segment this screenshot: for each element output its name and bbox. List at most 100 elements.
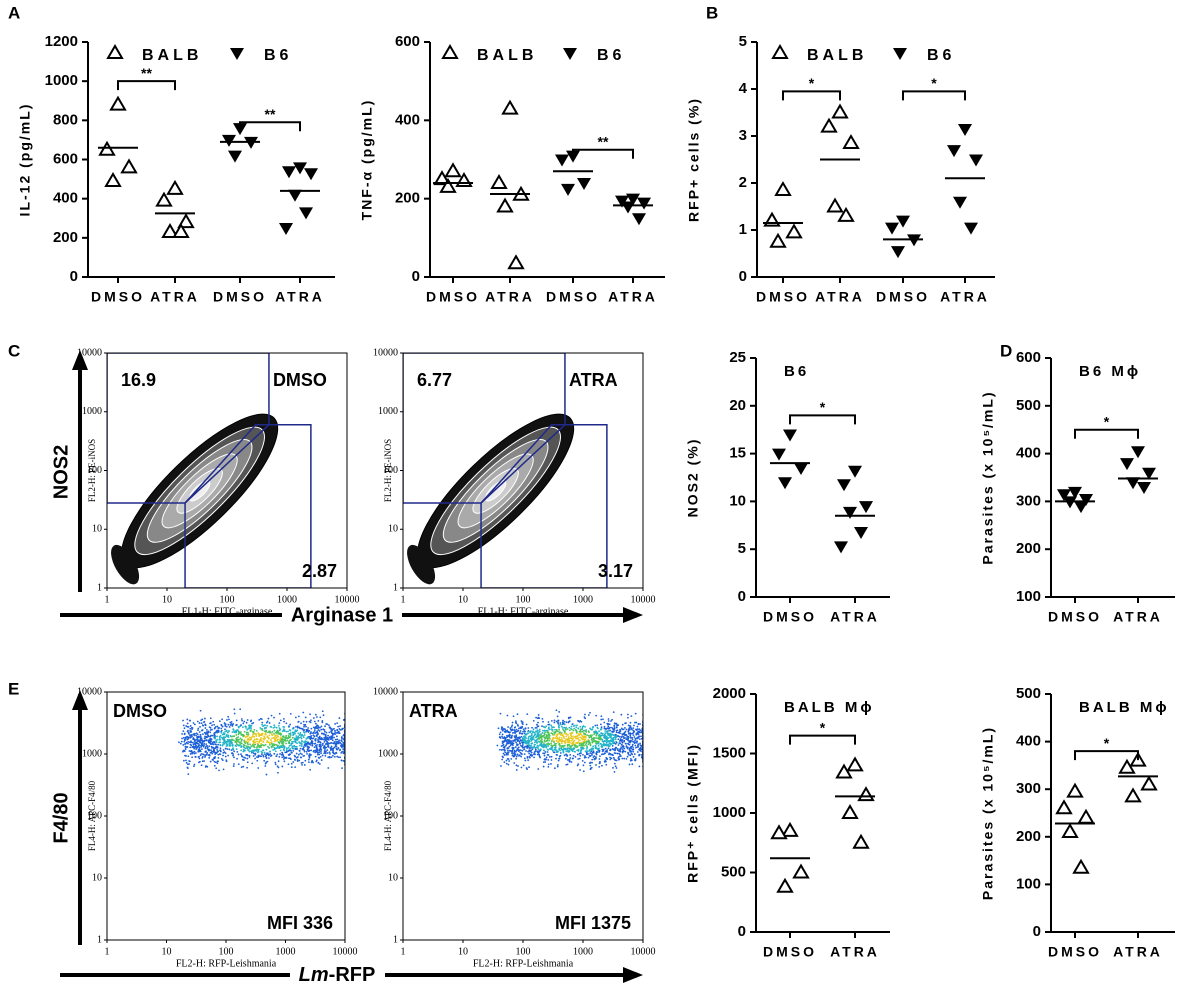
event-dot: [518, 727, 520, 730]
x-tick-label: DMSO: [756, 289, 810, 305]
event-dot: [591, 728, 594, 731]
event-dot: [207, 739, 210, 742]
event-dot: [184, 736, 187, 739]
event-dot: [637, 730, 640, 733]
event-dot: [244, 757, 247, 759]
event-dot: [209, 743, 212, 746]
event-dot: [578, 752, 581, 755]
event-dot: [187, 742, 189, 745]
event-dot: [594, 744, 597, 747]
event-dot: [572, 757, 575, 760]
event-dot: [215, 767, 218, 770]
event-dot: [240, 766, 243, 769]
event-dot: [557, 730, 559, 733]
event-dot: [320, 759, 323, 761]
event-dot: [258, 744, 261, 747]
event-dot: [509, 742, 512, 744]
event-dot: [292, 761, 295, 763]
event-dot: [274, 763, 277, 766]
event-dot: [520, 766, 523, 769]
y-axis-label: RFP⁺ cells (MFI): [685, 743, 701, 883]
event-dot: [271, 745, 274, 748]
event-dot: [629, 734, 632, 737]
event-dot: [536, 729, 539, 732]
event-dot: [325, 746, 328, 749]
event-dot: [266, 760, 269, 763]
event-dot: [550, 744, 553, 747]
significance-label: **: [141, 65, 152, 81]
event-dot: [581, 728, 584, 731]
event-dot: [269, 725, 272, 728]
event-dot: [299, 756, 302, 759]
event-dot: [295, 725, 297, 728]
y-tick-label: 3: [739, 127, 747, 144]
event-dot: [304, 759, 307, 762]
legend-label: BALB: [477, 47, 537, 64]
event-dot: [249, 738, 252, 741]
event-dot: [224, 723, 227, 725]
event-dot: [193, 763, 196, 766]
event-dot: [559, 723, 562, 726]
event-dot: [502, 743, 505, 746]
event-dot: [607, 729, 610, 732]
event-dot: [511, 721, 514, 724]
event-dot: [299, 731, 302, 734]
y-tick-label: 1000: [45, 72, 78, 89]
event-dot: [281, 742, 284, 745]
event-dot: [221, 759, 224, 762]
event-dot: [559, 747, 562, 750]
event-dot: [335, 740, 338, 743]
event-dot: [631, 736, 634, 739]
event-dot: [226, 735, 228, 738]
event-dot: [303, 725, 305, 728]
event-dot: [585, 750, 588, 753]
event-dot: [595, 742, 597, 744]
event-dot: [587, 714, 590, 716]
event-dot: [241, 755, 244, 758]
axis-title: NOS2: [50, 445, 72, 499]
event-dot: [328, 731, 331, 734]
y-axis-label: IL-12 (pg/mL): [17, 103, 33, 217]
event-dot: [606, 744, 608, 747]
event-dot: [282, 755, 285, 758]
event-dot: [537, 751, 540, 754]
event-dot: [521, 746, 524, 749]
event-dot: [193, 750, 196, 753]
event-dot: [248, 747, 251, 750]
event-dot: [565, 735, 568, 738]
x-tick-label: 1: [105, 594, 110, 605]
event-dot: [618, 753, 621, 756]
event-dot: [264, 762, 267, 765]
event-dot: [312, 737, 315, 740]
event-dot: [603, 725, 606, 728]
event-dot: [285, 737, 288, 739]
event-dot: [515, 757, 518, 760]
event-dot: [603, 721, 606, 724]
event-dot: [258, 733, 261, 735]
event-dot: [501, 729, 504, 732]
event-dot: [276, 765, 279, 768]
event-dot: [620, 739, 623, 741]
event-dot: [276, 753, 279, 756]
data-point: [896, 215, 910, 228]
x-tick-label: ATRA: [830, 944, 880, 960]
event-dot: [536, 725, 539, 728]
event-dot: [203, 742, 206, 745]
event-dot: [613, 758, 616, 761]
event-dot: [294, 729, 297, 732]
event-dot: [339, 756, 341, 759]
data-point: [1140, 775, 1158, 791]
event-dot: [562, 750, 565, 753]
event-dot: [195, 732, 198, 735]
event-dot: [519, 726, 522, 729]
event-dot: [499, 731, 502, 734]
event-dot: [574, 746, 577, 748]
event-dot: [194, 745, 197, 748]
event-dot: [307, 727, 310, 729]
significance-bracket: [239, 121, 301, 132]
event-dot: [256, 740, 258, 743]
event-dot: [610, 720, 612, 722]
event-dot: [601, 733, 604, 735]
event-dot: [499, 737, 502, 739]
event-dot: [193, 733, 195, 735]
